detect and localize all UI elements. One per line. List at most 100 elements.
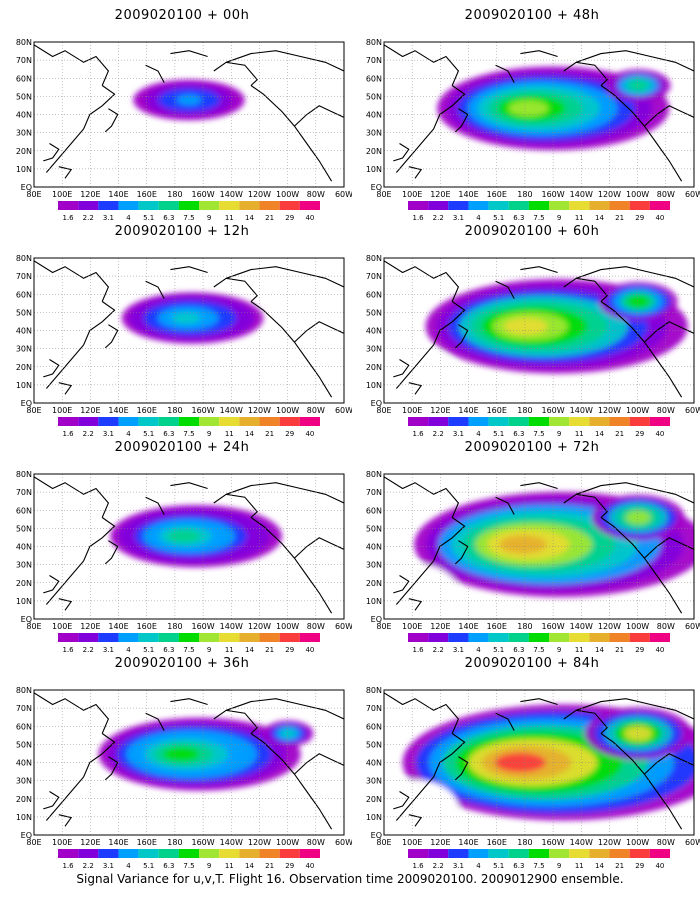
lon-tick-label: 120W <box>248 406 271 415</box>
lat-tick-label: EQ <box>21 615 32 624</box>
lon-tick-label: 180 <box>517 838 532 847</box>
colorbar-label: 6.3 <box>513 430 524 438</box>
colorbar-label: 11 <box>225 646 234 654</box>
lat-tick-label: 50N <box>16 308 32 317</box>
lon-tick-label: 80W <box>657 406 675 415</box>
colorbar-label: 29 <box>635 862 644 870</box>
colorbar-label: 5.1 <box>493 862 504 870</box>
colorbar-swatch <box>158 849 179 858</box>
lat-tick-label: 40N <box>16 759 32 768</box>
colorbar-label: 29 <box>635 214 644 222</box>
lat-tick-label: 50N <box>16 92 32 101</box>
colorbar-swatch <box>199 201 220 210</box>
colorbar-swatch <box>259 633 280 642</box>
map-plot: 80E 100E 120E 140E 160E 180 160W 140W 120W 100W 80… <box>366 470 700 631</box>
colorbar: 1.6 2.2 3.1 4 5.1 6.3 7.5 9 11 14 21 29 40 <box>408 417 670 438</box>
colorbar-label: 7.5 <box>533 214 544 222</box>
lat-tick-label: 40N <box>366 327 382 336</box>
lon-tick-label: 160E <box>487 838 507 847</box>
colorbar-label: 11 <box>225 862 234 870</box>
lat-tick-label: 60N <box>16 290 32 299</box>
lon-tick-label: 100E <box>52 622 72 631</box>
colorbar-label: 14 <box>245 214 254 222</box>
colorbar: 1.6 2.2 3.1 4 5.1 6.3 7.5 9 11 14 21 29 40 <box>58 201 320 222</box>
lat-tick-label: 10N <box>366 597 382 606</box>
colorbar-swatch <box>199 633 220 642</box>
colorbar-swatch <box>589 417 610 426</box>
colorbar-swatch <box>58 417 79 426</box>
colorbar-label: 40 <box>305 430 314 438</box>
lon-tick-label: 160W <box>191 838 214 847</box>
colorbar: 1.6 2.2 3.1 4 5.1 6.3 7.5 9 11 14 21 29 40 <box>408 201 670 222</box>
map-plot: 80E 100E 120E 140E 160E 180 160W 140W 120W 100W 80… <box>16 686 352 847</box>
lon-tick-label: 100W <box>276 190 299 199</box>
colorbar-label: 40 <box>305 862 314 870</box>
colorbar-swatch <box>589 201 610 210</box>
colorbar-swatch <box>428 633 449 642</box>
variance-field <box>34 258 344 403</box>
colorbar: 1.6 2.2 3.1 4 5.1 6.3 7.5 9 11 14 21 29 40 <box>58 417 320 438</box>
colorbar-label: 3.1 <box>453 862 464 870</box>
lon-tick-label: 160E <box>137 838 157 847</box>
colorbar-swatch <box>508 417 529 426</box>
colorbar-swatch <box>569 417 590 426</box>
colorbar-label: 1.6 <box>413 646 425 654</box>
colorbar-swatch <box>569 633 590 642</box>
lat-tick-label: 10N <box>16 165 32 174</box>
colorbar-label: 40 <box>655 862 664 870</box>
colorbar-swatch <box>589 849 610 858</box>
lon-tick-label: 120W <box>598 190 621 199</box>
colorbar-swatch <box>448 417 469 426</box>
colorbar-label: 6.3 <box>163 646 174 654</box>
colorbar-label: 4 <box>126 862 131 870</box>
colorbar-swatch <box>448 849 469 858</box>
colorbar-swatch <box>549 201 570 210</box>
colorbar-label: 21 <box>265 214 274 222</box>
colorbar-label: 7.5 <box>183 646 194 654</box>
lon-tick-label: 120E <box>430 406 450 415</box>
lat-tick-label: 60N <box>366 74 382 83</box>
colorbar-swatch <box>468 201 489 210</box>
map-panel: 2009020100 + 24h 80E 100E 120E 140E 160E 180 16… <box>12 440 352 654</box>
lon-tick-label: 80E <box>376 190 391 199</box>
lon-tick-label: 80E <box>376 406 391 415</box>
colorbar-label: 2.2 <box>433 430 444 438</box>
colorbar-label: 21 <box>615 862 624 870</box>
colorbar-label: 40 <box>655 646 664 654</box>
panel-title: 2009020100 + 00h <box>114 8 250 23</box>
lon-tick-label: 120W <box>598 406 621 415</box>
colorbar-label: 11 <box>225 430 234 438</box>
colorbar-label: 1.6 <box>63 862 75 870</box>
colorbar-swatch <box>158 417 179 426</box>
lon-tick-label: 80E <box>26 622 41 631</box>
lat-tick-label: 70N <box>366 272 382 281</box>
colorbar-label: 3.1 <box>103 646 114 654</box>
lon-tick-label: 120W <box>598 622 621 631</box>
lon-tick-label: 80W <box>307 838 325 847</box>
colorbar-swatch <box>98 849 119 858</box>
colorbar-label: 40 <box>305 646 314 654</box>
lon-tick-label: 120E <box>430 622 450 631</box>
lon-tick-label: 140W <box>570 190 593 199</box>
colorbar-swatch <box>508 849 529 858</box>
colorbar-swatch <box>609 633 630 642</box>
colorbar-label: 1.6 <box>63 646 75 654</box>
lon-tick-label: 100W <box>626 190 649 199</box>
colorbar-swatch <box>219 201 240 210</box>
lon-tick-label: 100E <box>402 406 422 415</box>
lat-tick-label: 40N <box>366 759 382 768</box>
colorbar-swatch <box>199 417 220 426</box>
colorbar-label: 5.1 <box>143 862 154 870</box>
lon-tick-label: 160W <box>541 190 564 199</box>
colorbar-swatch <box>468 417 489 426</box>
map-panel: 2009020100 + 36h 80E 100E 120E 140E 160E 180 16… <box>12 656 352 870</box>
colorbar-swatch <box>408 201 429 210</box>
colorbar-swatch <box>629 633 650 642</box>
lat-tick-label: 20N <box>16 579 32 588</box>
colorbar-label: 3.1 <box>453 214 464 222</box>
lon-tick-label: 160W <box>191 622 214 631</box>
lon-tick-label: 120W <box>248 838 271 847</box>
colorbar-swatch <box>299 633 320 642</box>
lat-tick-label: 70N <box>16 488 32 497</box>
colorbar-label: 21 <box>265 430 274 438</box>
